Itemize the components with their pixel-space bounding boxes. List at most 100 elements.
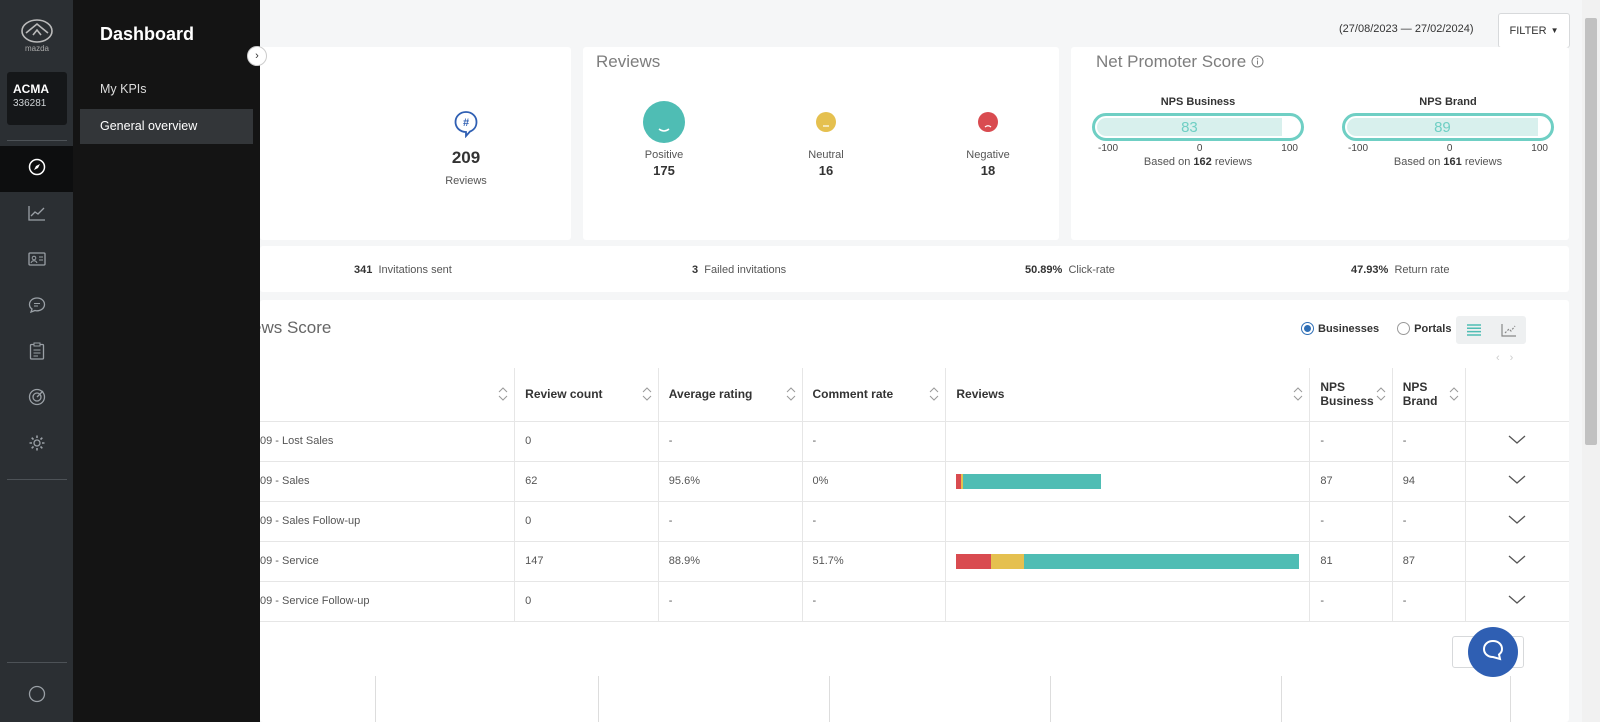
scatter-chart-icon <box>1491 323 1526 337</box>
reviews-card <box>583 47 1059 240</box>
cell-average-rating: - <box>658 581 803 622</box>
table-row[interactable]: 09 - Service Follow-up 0- - - - <box>260 581 1569 622</box>
cell-expand[interactable] <box>1465 501 1569 542</box>
based-prefix: Based on <box>1143 156 1191 168</box>
col-reviews[interactable]: Reviews <box>945 368 1311 422</box>
radio-portals[interactable] <box>1397 322 1411 335</box>
nav-contacts[interactable] <box>0 238 73 284</box>
help-chat-button[interactable] <box>1468 627 1518 677</box>
chevron-down-icon[interactable] <box>1508 595 1526 608</box>
nav-settings[interactable] <box>0 422 73 468</box>
stat-label: Return rate <box>1394 264 1450 276</box>
sort-icon <box>929 387 939 401</box>
cell-nps-brand: - <box>1392 581 1466 622</box>
nav-goals[interactable] <box>0 376 73 422</box>
chevron-down-icon[interactable] <box>1508 475 1526 488</box>
table-row[interactable]: 09 - Sales Follow-up 0- - - - <box>260 501 1569 542</box>
stat-return-rate: 47.93% Return rate <box>1351 264 1449 276</box>
table-pager: ‹› <box>1496 352 1523 364</box>
col-name[interactable] <box>260 368 516 422</box>
sort-icon <box>642 387 652 401</box>
cell-reviews-bar <box>945 581 1311 622</box>
cell-expand[interactable] <box>1465 541 1569 582</box>
page-scrollbar[interactable] <box>1582 0 1600 722</box>
nav-profile[interactable] <box>0 673 73 719</box>
cell-comment-rate: - <box>802 581 947 622</box>
nps-brand-mid: 0 <box>1446 143 1453 154</box>
mazda-logo[interactable]: mazda <box>18 18 56 56</box>
stat-invitations-sent: 341 Invitations sent <box>354 264 452 276</box>
col-nps-business[interactable]: NPS Business <box>1309 368 1393 422</box>
sort-icon <box>1376 387 1386 401</box>
reviews-score-table: Review count Average rating Comment rate… <box>260 368 1569 622</box>
target-icon <box>28 388 46 411</box>
radio-businesses-label[interactable]: Businesses <box>1318 322 1380 335</box>
line-chart-icon <box>27 205 46 226</box>
stat-failed-invitations: 3 Failed invitations <box>692 264 786 276</box>
cell-nps-business: - <box>1309 421 1393 462</box>
chevron-down-icon[interactable] <box>1508 515 1526 528</box>
account-switcher[interactable]: ACMA 336281 <box>7 72 67 125</box>
sort-icon <box>786 387 796 401</box>
sentiment-bar <box>956 473 1102 489</box>
bar-segment-negative <box>956 553 992 569</box>
filter-button[interactable]: FILTER ▼ <box>1498 13 1570 48</box>
sentiment-neutral: Neutral 16 <box>766 103 886 178</box>
scrollbar-thumb[interactable] <box>1585 18 1597 445</box>
cell-expand[interactable] <box>1465 421 1569 462</box>
col-label: Reviews <box>956 387 1005 402</box>
negative-count: 18 <box>980 163 996 178</box>
invitation-stats-bar <box>260 246 1569 292</box>
chart-view-button[interactable] <box>1491 316 1526 344</box>
cell-average-rating: - <box>658 501 803 542</box>
nav-analytics[interactable] <box>0 192 73 238</box>
cell-reviews-bar <box>945 541 1311 582</box>
cell-review-count: 62 <box>514 461 659 502</box>
based-count: 161 <box>1443 156 1462 168</box>
neutral-face-icon <box>816 111 836 137</box>
collapse-flyout-button[interactable]: › <box>247 46 267 66</box>
cell-expand[interactable] <box>1465 461 1569 502</box>
cell-name: 09 - Service Follow-up <box>260 581 516 622</box>
list-view-button[interactable] <box>1456 316 1491 344</box>
chevron-down-icon[interactable] <box>1508 555 1526 568</box>
prev-page-icon[interactable]: ‹ <box>1496 352 1510 364</box>
radio-portals-label[interactable]: Portals <box>1414 322 1452 335</box>
info-icon[interactable] <box>1251 53 1264 73</box>
table-header-row: Review count Average rating Comment rate… <box>260 368 1569 422</box>
stat-label: Failed invitations <box>704 264 787 276</box>
bar-segment-neutral <box>991 553 1025 569</box>
nps-business-mid: 0 <box>1196 143 1203 154</box>
based-count: 162 <box>1193 156 1212 168</box>
cell-review-count: 0 <box>514 501 659 542</box>
nps-business-gauge: NPS Business 83 -100 0 100 Based on 162 re… <box>1092 96 1304 168</box>
col-comment-rate[interactable]: Comment rate <box>802 368 947 422</box>
cell-expand[interactable] <box>1465 581 1569 622</box>
account-name: ACMA <box>13 82 49 96</box>
sort-icon <box>498 387 508 401</box>
caret-down-icon: ▼ <box>1550 26 1559 35</box>
bar-segment-positive <box>1024 553 1300 569</box>
stat-click-rate: 50.89% Click-rate <box>1025 264 1115 276</box>
radio-businesses[interactable] <box>1301 322 1314 335</box>
nps-title-text: Net Promoter Score <box>1096 52 1247 71</box>
table-row[interactable]: 09 - Service 147 88.9% 51.7% 81 87 <box>260 541 1569 582</box>
nav-messages[interactable] <box>0 284 73 330</box>
menu-item-general-overview[interactable]: General overview <box>80 109 253 144</box>
col-average-rating[interactable]: Average rating <box>658 368 803 422</box>
menu-item-my-kpis[interactable]: My KPIs <box>100 82 147 96</box>
nav-surveys[interactable] <box>0 330 73 376</box>
cell-reviews-bar <box>945 461 1311 502</box>
next-page-icon[interactable]: › <box>1509 352 1524 364</box>
col-label: Review count <box>525 387 603 402</box>
col-nps-brand[interactable]: NPS Brand <box>1392 368 1466 422</box>
compass-icon <box>28 158 46 181</box>
nav-dashboard[interactable] <box>0 146 73 192</box>
table-row[interactable]: 09 - Sales 62 95.6% 0% 87 94 <box>260 461 1569 502</box>
chevron-down-icon[interactable] <box>1508 435 1526 448</box>
sort-icon <box>1449 387 1459 401</box>
table-row[interactable]: 09 - Lost Sales 0- - - - <box>260 421 1569 462</box>
col-review-count[interactable]: Review count <box>514 368 659 422</box>
cell-name: 09 - Lost Sales <box>260 421 516 462</box>
nps-business-label: NPS Business <box>1160 96 1236 108</box>
